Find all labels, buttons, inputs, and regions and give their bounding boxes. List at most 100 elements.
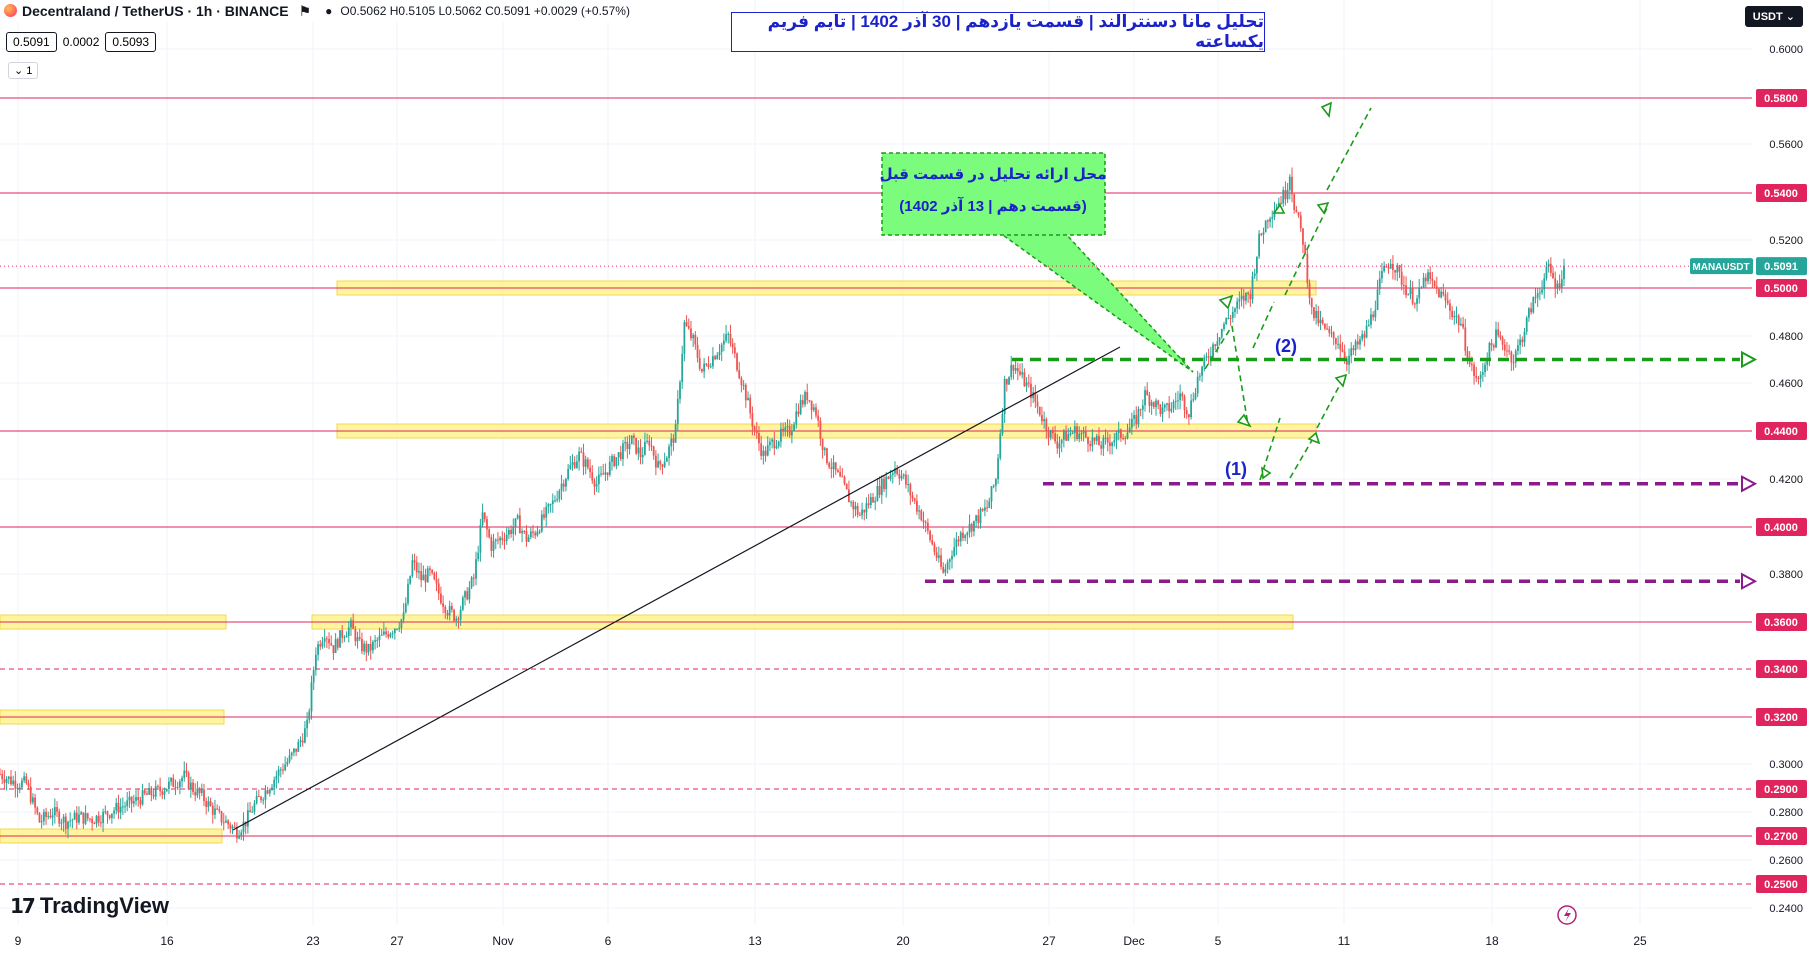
candle-body xyxy=(505,534,508,541)
candle-body xyxy=(152,795,155,797)
dot-icon[interactable]: ● xyxy=(325,4,333,18)
candle-body xyxy=(644,441,646,455)
candle-body xyxy=(154,786,157,797)
candle-body xyxy=(102,811,104,824)
candle-body xyxy=(626,441,629,449)
lightning-icon[interactable] xyxy=(1557,905,1577,925)
candle-body xyxy=(788,425,791,436)
candle-body xyxy=(275,775,278,780)
candle-body xyxy=(1442,291,1445,295)
candle-body xyxy=(608,461,611,475)
y-tick-label: 0.5600 xyxy=(1769,139,1803,151)
candle-body xyxy=(42,811,45,822)
candle-body xyxy=(314,654,317,671)
candle-body xyxy=(1466,351,1469,361)
candle-body xyxy=(1139,409,1142,411)
candle-body xyxy=(391,633,394,635)
candle-body xyxy=(218,809,221,812)
symbol-title[interactable]: Decentraland / TetherUS · 1h · BINANCE xyxy=(22,3,289,19)
candle-body xyxy=(1549,263,1552,273)
flag-icon[interactable]: ⚑ xyxy=(298,2,312,19)
candle-body xyxy=(130,796,133,804)
candles xyxy=(0,167,1565,843)
indicators-toggle[interactable]: ⌄ 1 xyxy=(8,62,39,79)
candle-body xyxy=(911,495,914,499)
x-tick-label: 27 xyxy=(1042,934,1056,948)
candle-body xyxy=(856,506,859,515)
candle-body xyxy=(69,820,72,822)
candle-body xyxy=(1135,415,1138,425)
candle-body xyxy=(450,606,453,610)
candle-body xyxy=(1315,310,1318,319)
candle-body xyxy=(288,755,291,762)
candle-body xyxy=(571,462,574,465)
candle-body xyxy=(56,807,58,812)
candle-body xyxy=(238,835,240,839)
candle-body xyxy=(780,428,782,442)
candle-body xyxy=(731,343,734,348)
candle-body xyxy=(385,631,387,635)
wave-label-1: (1) xyxy=(1225,459,1247,479)
ask-price[interactable]: 0.5093 xyxy=(105,32,157,52)
candle-body xyxy=(246,810,249,827)
candle-body xyxy=(683,322,686,355)
x-tick-label: 6 xyxy=(605,934,612,948)
candle-body xyxy=(1238,299,1241,302)
candle-body xyxy=(1552,272,1554,279)
candle-body xyxy=(38,812,41,823)
bid-price[interactable]: 0.5091 xyxy=(6,32,57,52)
candle-body xyxy=(1264,220,1267,233)
candle-body xyxy=(1326,328,1328,330)
candle-body xyxy=(1008,377,1010,385)
candle-body xyxy=(1148,395,1151,406)
candle-body xyxy=(1242,295,1245,301)
candle-body xyxy=(661,464,664,467)
candle-body xyxy=(418,571,420,573)
mana-logo-icon xyxy=(4,4,17,17)
candle-body xyxy=(725,334,727,341)
candle-body xyxy=(363,643,366,652)
candle-body xyxy=(80,812,83,815)
candle-body xyxy=(1,774,4,780)
candle-body xyxy=(295,748,298,752)
candle-body xyxy=(1245,292,1247,301)
candle-body xyxy=(1387,267,1390,269)
candle-body xyxy=(1120,429,1122,439)
candle-body xyxy=(1558,283,1561,288)
candle-body xyxy=(1003,378,1006,415)
candle-body xyxy=(652,446,655,456)
candle-body xyxy=(771,439,774,442)
spread-value: 0.0002 xyxy=(60,32,102,52)
candle-body xyxy=(1499,335,1502,338)
candle-body xyxy=(966,532,969,536)
candle-body xyxy=(481,512,484,526)
candle-body xyxy=(1455,315,1458,317)
candle-body xyxy=(34,797,36,808)
candle-body xyxy=(1082,431,1085,434)
candle-body xyxy=(1269,218,1271,222)
candle-body xyxy=(547,504,550,507)
candle-body xyxy=(310,682,313,712)
candle-body xyxy=(1220,328,1223,338)
candle-body xyxy=(698,357,701,369)
candle-body xyxy=(402,612,405,620)
candle-body xyxy=(709,366,712,368)
candle-body xyxy=(1183,396,1186,411)
candle-body xyxy=(1370,314,1372,325)
candle-body xyxy=(444,606,447,613)
symbol-header[interactable]: Decentraland / TetherUS · 1h · BINANCE ⚑… xyxy=(0,0,630,22)
candle-body xyxy=(521,530,523,534)
candle-body xyxy=(141,790,144,805)
candle-body xyxy=(845,483,848,490)
candle-body xyxy=(806,392,809,400)
candle-body xyxy=(1225,317,1228,325)
candle-body xyxy=(885,476,888,490)
candle-body xyxy=(1361,334,1364,340)
candle-body xyxy=(271,787,273,790)
candle-body xyxy=(470,577,473,588)
currency-button[interactable]: USDT ⌄ xyxy=(1744,6,1803,27)
candle-body xyxy=(1541,289,1543,293)
candle-body xyxy=(89,818,91,820)
candle-body xyxy=(1016,368,1019,372)
